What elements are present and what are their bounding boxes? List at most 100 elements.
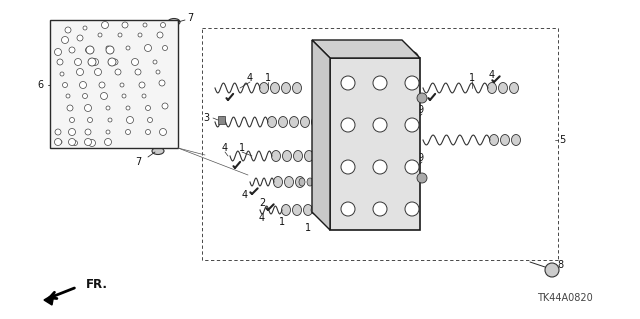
Text: 6: 6 xyxy=(37,80,43,90)
Circle shape xyxy=(405,160,419,174)
Circle shape xyxy=(86,46,94,54)
Circle shape xyxy=(405,118,419,132)
Circle shape xyxy=(86,106,90,110)
Circle shape xyxy=(62,37,68,43)
Ellipse shape xyxy=(327,206,333,214)
Circle shape xyxy=(113,60,118,64)
Ellipse shape xyxy=(271,151,280,161)
Circle shape xyxy=(65,93,71,99)
Circle shape xyxy=(68,138,76,145)
Circle shape xyxy=(78,70,82,74)
Circle shape xyxy=(99,82,105,88)
Circle shape xyxy=(95,70,100,75)
Text: 9: 9 xyxy=(417,153,423,163)
Circle shape xyxy=(122,22,128,28)
Circle shape xyxy=(62,82,68,88)
Ellipse shape xyxy=(292,204,301,216)
Circle shape xyxy=(60,72,64,76)
Circle shape xyxy=(90,140,95,145)
Ellipse shape xyxy=(273,176,282,188)
Circle shape xyxy=(88,58,96,66)
Circle shape xyxy=(68,129,76,136)
Circle shape xyxy=(136,32,143,39)
Circle shape xyxy=(122,94,126,98)
Circle shape xyxy=(145,44,152,51)
Ellipse shape xyxy=(168,19,180,26)
Ellipse shape xyxy=(303,204,312,216)
Ellipse shape xyxy=(490,135,499,145)
Circle shape xyxy=(545,263,559,277)
Text: 1: 1 xyxy=(239,143,245,153)
Ellipse shape xyxy=(488,83,497,93)
Polygon shape xyxy=(312,40,330,230)
Ellipse shape xyxy=(282,83,291,93)
Circle shape xyxy=(140,83,144,87)
Circle shape xyxy=(58,60,62,64)
Circle shape xyxy=(125,106,131,110)
Text: 1: 1 xyxy=(305,223,311,233)
Ellipse shape xyxy=(271,83,280,93)
Circle shape xyxy=(155,69,161,75)
Ellipse shape xyxy=(282,204,291,216)
Polygon shape xyxy=(218,116,225,124)
Circle shape xyxy=(160,129,166,135)
Circle shape xyxy=(417,173,427,183)
Ellipse shape xyxy=(305,151,314,161)
Circle shape xyxy=(373,160,387,174)
Circle shape xyxy=(128,118,132,122)
Ellipse shape xyxy=(307,178,313,186)
Circle shape xyxy=(56,130,61,135)
Circle shape xyxy=(341,76,355,90)
Circle shape xyxy=(152,59,158,65)
Text: TK44A0820: TK44A0820 xyxy=(537,293,593,303)
Ellipse shape xyxy=(285,176,294,188)
Circle shape xyxy=(373,76,387,90)
Circle shape xyxy=(68,116,76,123)
Ellipse shape xyxy=(368,51,386,61)
Circle shape xyxy=(341,160,355,174)
Polygon shape xyxy=(50,20,178,148)
Circle shape xyxy=(405,202,419,216)
Text: 5: 5 xyxy=(559,135,565,145)
Text: 1: 1 xyxy=(265,73,271,83)
Ellipse shape xyxy=(278,116,287,128)
Text: 1: 1 xyxy=(469,73,475,83)
Circle shape xyxy=(87,117,93,123)
Circle shape xyxy=(82,93,88,99)
Circle shape xyxy=(97,33,102,38)
Circle shape xyxy=(108,118,112,122)
Circle shape xyxy=(135,69,141,75)
Circle shape xyxy=(160,81,164,85)
Circle shape xyxy=(106,46,110,50)
Text: 4: 4 xyxy=(259,213,265,223)
Ellipse shape xyxy=(319,206,325,214)
Circle shape xyxy=(341,202,355,216)
Ellipse shape xyxy=(299,178,305,186)
Circle shape xyxy=(81,83,86,87)
Ellipse shape xyxy=(323,178,329,186)
Text: 4: 4 xyxy=(489,70,495,80)
Circle shape xyxy=(125,129,131,136)
Circle shape xyxy=(145,130,150,135)
Text: FR.: FR. xyxy=(86,278,108,292)
Circle shape xyxy=(86,130,90,134)
Circle shape xyxy=(161,102,168,109)
Circle shape xyxy=(72,139,79,146)
Text: 1: 1 xyxy=(279,217,285,227)
Circle shape xyxy=(118,81,125,88)
Circle shape xyxy=(373,202,387,216)
Ellipse shape xyxy=(500,135,509,145)
Circle shape xyxy=(67,105,73,111)
Circle shape xyxy=(84,138,92,145)
Polygon shape xyxy=(44,294,54,305)
Circle shape xyxy=(125,44,131,51)
Circle shape xyxy=(55,49,61,55)
Circle shape xyxy=(163,46,168,50)
Text: 4: 4 xyxy=(222,143,228,153)
Text: 9: 9 xyxy=(417,105,423,115)
Circle shape xyxy=(417,93,427,103)
Circle shape xyxy=(77,35,83,41)
Circle shape xyxy=(106,46,114,54)
Text: 7: 7 xyxy=(135,157,141,167)
Circle shape xyxy=(104,138,111,145)
